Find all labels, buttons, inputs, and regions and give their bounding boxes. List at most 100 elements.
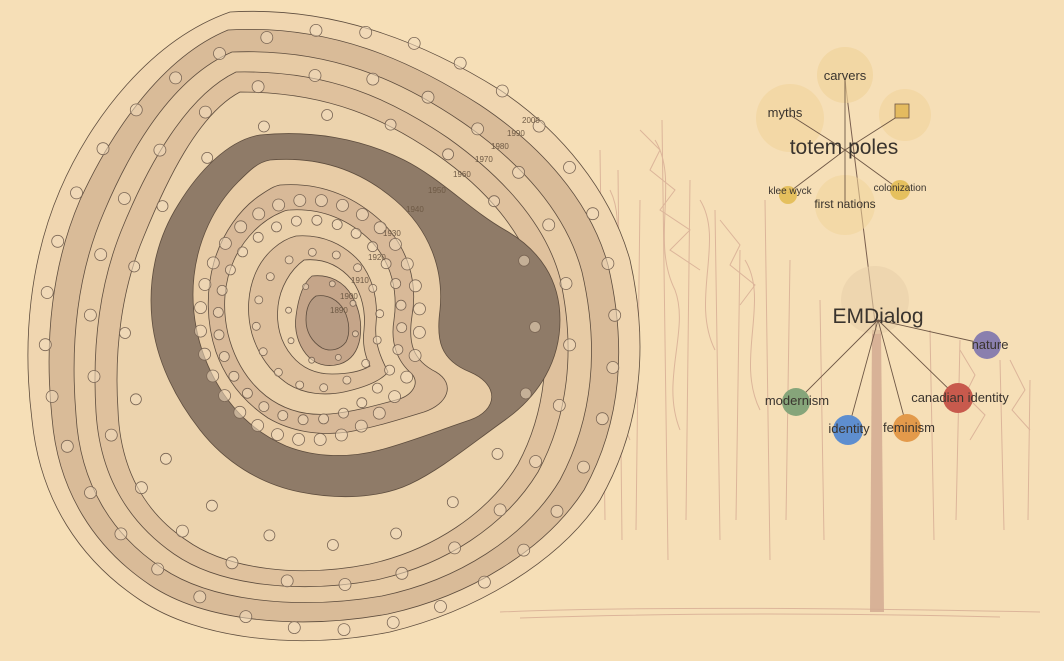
node-dot-feminism[interactable] xyxy=(893,414,921,442)
ring-marker-125 xyxy=(218,351,230,362)
year-1990: 1990 xyxy=(507,129,525,138)
ring-marker-89 xyxy=(292,432,306,446)
ring-marker-16 xyxy=(38,338,52,352)
ring-marker-75 xyxy=(257,120,270,133)
ring-marker-100 xyxy=(218,236,232,250)
ring-marker-23 xyxy=(213,47,226,60)
ring-marker-5 xyxy=(434,600,447,613)
ring-marker-9 xyxy=(239,610,253,623)
ring-marker-150 xyxy=(254,295,264,305)
ring-marker-80 xyxy=(518,254,530,267)
year-labels: 2000 1990 1980 1970 1960 1950 1940 1930 … xyxy=(330,116,540,315)
node-modernism[interactable]: modernism xyxy=(765,393,829,408)
ring-marker-114 xyxy=(392,344,404,356)
ring-marker-96 xyxy=(194,324,207,338)
ring-marker-87 xyxy=(334,428,348,442)
ring-marker-126 xyxy=(213,329,225,341)
year-1930: 1930 xyxy=(383,229,401,238)
tree-title-totem-poles[interactable]: totem poles xyxy=(790,136,899,159)
ring-marker-22 xyxy=(169,71,183,85)
year-1900: 1900 xyxy=(340,292,358,301)
ring-marker-18 xyxy=(51,234,65,248)
year-1970: 1970 xyxy=(475,155,493,164)
node-dot-identity[interactable] xyxy=(833,415,863,445)
ring-marker-4 xyxy=(477,575,491,589)
halo-myths xyxy=(756,84,824,152)
ring-marker-141 xyxy=(396,322,408,334)
ring-marker-28 xyxy=(453,56,467,70)
year-1980: 1980 xyxy=(491,142,509,151)
tree-title-emdialog[interactable]: EMDialog xyxy=(832,305,923,328)
node-square[interactable] xyxy=(894,103,910,119)
ring-marker-26 xyxy=(359,26,373,39)
ring-marker-19 xyxy=(70,186,83,200)
ring-marker-20 xyxy=(96,142,110,156)
node-dot-canadian-identity[interactable] xyxy=(943,383,973,413)
node-dot-nature[interactable] xyxy=(973,331,1001,359)
ring-marker-120 xyxy=(297,414,309,426)
node-nature[interactable]: nature xyxy=(972,337,1009,352)
ring-marker-137 xyxy=(367,241,379,253)
ring-marker-90 xyxy=(271,428,284,442)
ring-marker-48 xyxy=(84,308,97,322)
node-klee-wyck[interactable]: klee wyck xyxy=(768,186,812,197)
node-first-nations[interactable]: first nations xyxy=(814,197,875,211)
ring-marker-122 xyxy=(258,401,270,413)
ring-marker-61 xyxy=(563,338,576,352)
ring-marker-132 xyxy=(271,221,282,233)
ring-marker-111 xyxy=(408,279,422,293)
ring-marker-116 xyxy=(371,382,383,394)
ring-marker-41 xyxy=(338,578,352,591)
ring-marker-129 xyxy=(224,264,236,276)
ring-marker-164 xyxy=(328,280,336,288)
node-dot-klee-wyck[interactable] xyxy=(779,186,797,204)
ring-marker-81 xyxy=(529,321,541,333)
ring-marker-159 xyxy=(334,353,342,361)
ring-marker-72 xyxy=(128,260,141,273)
ring-marker-83 xyxy=(400,370,414,384)
ring-marker-55 xyxy=(366,72,380,86)
ring-marker-82 xyxy=(408,349,422,362)
node-canadian-identity[interactable]: canadian identity xyxy=(911,390,1009,405)
ring-marker-32 xyxy=(586,207,600,221)
ring-marker-34 xyxy=(608,308,622,322)
ring-marker-123 xyxy=(241,387,253,399)
ring-marker-52 xyxy=(198,105,212,119)
ring-marker-121 xyxy=(277,410,289,421)
ring-marker-136 xyxy=(350,227,362,239)
node-dot-modernism[interactable] xyxy=(782,388,810,416)
node-carvers[interactable]: carvers xyxy=(824,68,867,83)
node-feminism[interactable]: feminism xyxy=(883,420,935,435)
node-dot-colonization[interactable] xyxy=(890,180,910,200)
node-colonization[interactable]: colonization xyxy=(874,183,927,194)
ring-marker-45 xyxy=(134,481,148,495)
ring-marker-99 xyxy=(206,256,220,270)
ring-marker-56 xyxy=(421,90,435,104)
ring-marker-156 xyxy=(368,283,378,293)
ring-marker-2 xyxy=(550,504,564,518)
ring-marker-44 xyxy=(175,524,189,538)
ring-marker-24 xyxy=(260,31,274,44)
ring-marker-74 xyxy=(201,151,214,164)
node-myths[interactable]: myths xyxy=(768,105,803,120)
ring-marker-53 xyxy=(251,80,265,94)
ring-marker-101 xyxy=(234,220,248,234)
year-1940: 1940 xyxy=(406,205,424,214)
ring-marker-76 xyxy=(321,109,334,121)
ring-marker-163 xyxy=(302,283,310,291)
ring-marker-161 xyxy=(287,337,295,345)
year-1920: 1920 xyxy=(368,253,386,262)
ring-marker-151 xyxy=(265,272,275,282)
ring-marker-3 xyxy=(517,543,531,557)
ring-marker-110 xyxy=(400,257,414,271)
ring-marker-124 xyxy=(228,370,240,382)
node-identity[interactable]: identity xyxy=(828,421,870,436)
ring-marker-117 xyxy=(356,397,368,409)
ring-marker-66 xyxy=(326,539,339,551)
ring-marker-149 xyxy=(251,321,261,331)
ring-marker-30 xyxy=(532,119,546,133)
ring-marker-158 xyxy=(351,330,359,338)
year-1960: 1960 xyxy=(453,170,471,179)
ring-marker-63 xyxy=(491,447,504,460)
